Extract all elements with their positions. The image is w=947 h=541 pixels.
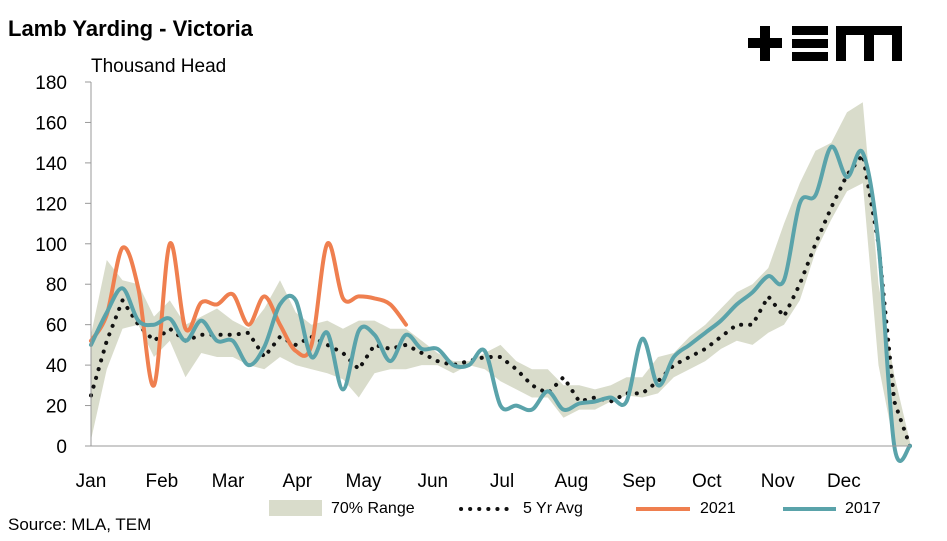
legend-label-avg: 5 Yr Avg <box>523 500 583 517</box>
x-axis: Jan Feb Mar Apr May Jun Jul Aug Sep Oct Nov Dec <box>76 445 910 492</box>
series-2021-line <box>89 241 408 388</box>
y-tick-label: 40 <box>46 356 67 377</box>
x-tick-label: Jul <box>490 471 514 492</box>
y-tick-label: 20 <box>46 397 67 418</box>
chart-title: Lamb Yarding - Victoria <box>8 16 254 41</box>
x-tick-label: Mar <box>212 471 245 492</box>
x-tick-label: Jan <box>76 471 107 492</box>
x-tick-label: Sep <box>622 471 656 492</box>
y-tick-label: 100 <box>35 235 67 256</box>
y-tick-label: 160 <box>35 113 67 134</box>
legend-label-range: 70% Range <box>331 500 415 517</box>
x-tick-label: Jun <box>417 471 448 492</box>
x-tick-label: Feb <box>146 471 179 492</box>
legend-swatch-range <box>269 500 322 516</box>
y-tick-label: 180 <box>35 73 67 94</box>
series-2017-line <box>89 144 912 463</box>
y-tick-label: 80 <box>46 275 67 296</box>
series-5yr-avg-line <box>89 152 912 448</box>
y-tick-label: 0 <box>56 437 67 458</box>
range-70-band <box>91 102 910 446</box>
x-tick-label: Dec <box>827 471 861 492</box>
x-tick-label: Apr <box>283 471 313 492</box>
x-tick-label: May <box>346 471 382 492</box>
plot-area <box>89 102 912 463</box>
x-tick-label: Nov <box>761 471 795 492</box>
legend-label-2021: 2021 <box>700 500 736 517</box>
y-tick-label: 60 <box>46 316 67 337</box>
legend: 70% Range 5 Yr Avg 2021 2017 <box>269 500 881 517</box>
x-tick-label: Oct <box>692 471 722 492</box>
y-tick-label: 120 <box>35 194 67 215</box>
tem-logo <box>748 26 902 61</box>
legend-label-2017: 2017 <box>845 500 881 517</box>
y-tick-label: 140 <box>35 154 67 175</box>
y-axis-unit-label: Thousand Head <box>91 56 226 77</box>
y-axis: 0 20 40 60 80 100 120 140 160 180 <box>35 73 92 458</box>
source-note: Source: MLA, TEM <box>8 515 151 534</box>
x-tick-label: Aug <box>554 471 588 492</box>
